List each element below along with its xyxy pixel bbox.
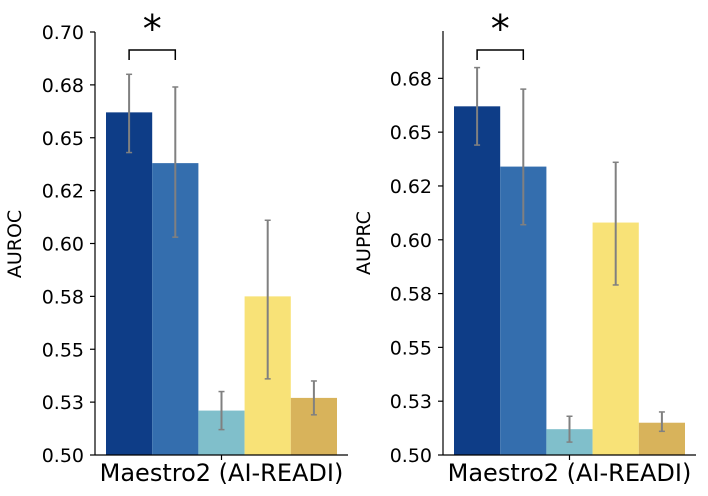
- error-bar-1: [126, 73, 133, 154]
- x-tick-label: Maestro2 (AI-READI): [100, 459, 344, 487]
- y-tick-label: 0.60: [42, 234, 84, 256]
- chart-panel-auroc: 0.50 0.53 0.55 0.58 0.60 0.62 0.65 0.68 0.70 Maes…: [4, 7, 348, 487]
- bar-1: [454, 106, 501, 455]
- error-bar-1: [474, 66, 481, 146]
- y-tick-label: 0.50: [390, 445, 432, 467]
- y-tick-label: 0.55: [390, 337, 432, 359]
- y-tick-label: 0.60: [390, 230, 432, 252]
- significance-bracket: *: [128, 7, 177, 60]
- significance-bracket: *: [476, 7, 525, 60]
- y-tick-label: 0.70: [42, 22, 84, 44]
- y-tick-label: 0.65: [390, 122, 432, 144]
- error-bar-3: [218, 390, 225, 431]
- x-tick-label: Maestro2 (AI-READI): [448, 459, 692, 487]
- y-tick-label: 0.68: [390, 68, 432, 90]
- y-tick-label: 0.55: [42, 339, 84, 361]
- y-tick-label: 0.62: [42, 181, 84, 203]
- y-tick-label: 0.68: [42, 75, 84, 97]
- error-bar-2: [520, 88, 527, 226]
- significance-label: *: [143, 7, 162, 51]
- y-tick-label: 0.62: [390, 176, 432, 198]
- y-tick-label: 0.58: [42, 286, 84, 308]
- y-axis-title: AUROC: [4, 210, 26, 278]
- chart-panel-auprc: 0.50 0.53 0.55 0.58 0.60 0.62 0.65 0.68 Maestro2…: [353, 7, 696, 487]
- y-tick-label: 0.53: [42, 392, 84, 414]
- y-tick-label: 0.58: [390, 284, 432, 306]
- significance-label: *: [491, 7, 510, 51]
- y-axis-title: AUPRC: [353, 211, 375, 275]
- y-tick-label: 0.53: [390, 391, 432, 413]
- bar-1: [106, 112, 153, 456]
- error-bar-4: [612, 161, 619, 286]
- y-tick-label: 0.50: [42, 445, 84, 467]
- y-tick-label: 0.65: [42, 128, 84, 150]
- error-bar-2: [172, 86, 179, 238]
- error-bar-5: [310, 380, 317, 416]
- error-bar-5: [658, 411, 665, 433]
- error-bar-3: [566, 415, 573, 443]
- error-bar-4: [264, 219, 271, 380]
